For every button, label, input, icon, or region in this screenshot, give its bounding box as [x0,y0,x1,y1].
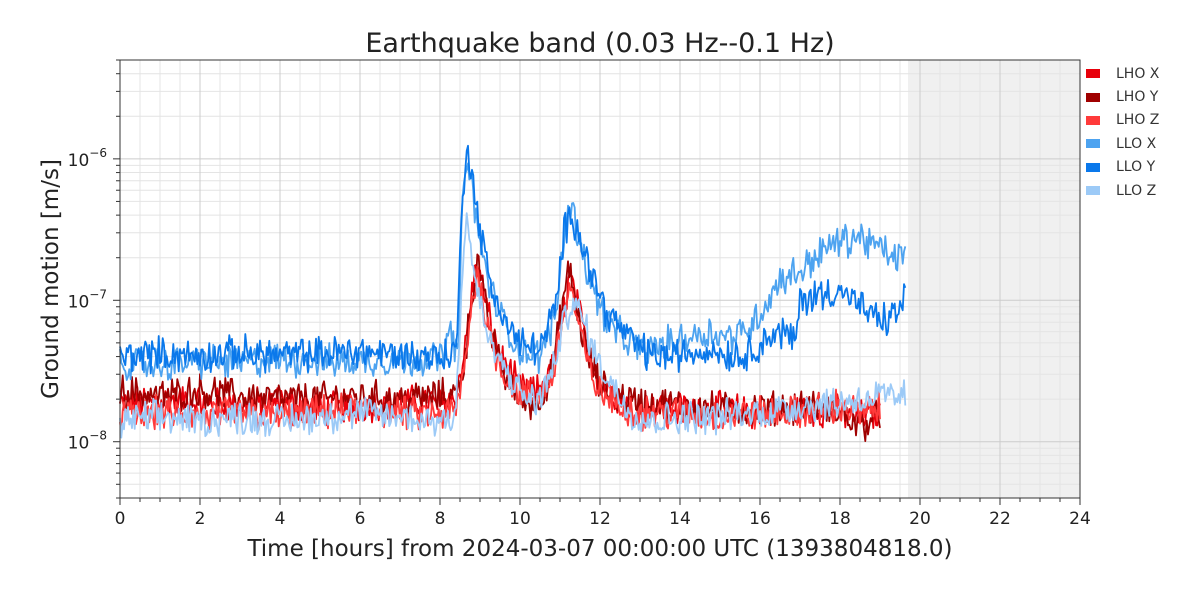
legend-swatch [1086,186,1100,196]
x-tick-label: 10 [509,509,531,529]
y-axis: 10−8 10−7 10−6 [68,59,120,499]
x-tick-label: 20 [909,509,931,529]
x-tick-label: 12 [589,509,611,529]
x-tick-label: 14 [669,509,691,529]
y-tick-label: 10−6 [68,146,107,171]
x-tick-label: 24 [1069,509,1091,529]
y-axis-label: Ground motion [m/s] [38,159,64,399]
legend-item: LLO Z [1086,179,1196,202]
legend-swatch [1086,162,1100,172]
legend-swatch [1086,115,1100,125]
x-tick-label: 6 [355,509,366,529]
chart-title: Earthquake band (0.03 Hz--0.1 Hz) [365,28,834,59]
x-tick-label: 0 [115,509,126,529]
legend-label: LLO Z [1116,182,1157,199]
x-axis-label: Time [hours] from 2024-03-07 00:00:00 UT… [246,536,952,562]
x-tick-label: 2 [195,509,206,529]
legend-label: LLO X [1116,135,1157,152]
x-axis: 0 2 4 6 8 10 12 14 16 18 20 22 24 [115,498,1091,529]
legend-label: LHO X [1116,65,1160,82]
legend-item: LLO Y [1086,156,1196,179]
legend: LHO X LHO Y LHO Z LLO X LLO Y LLO Z [1086,62,1196,202]
series-line-llo-y [119,144,907,375]
legend-swatch [1086,69,1100,79]
legend-item: LHO Z [1086,109,1196,132]
series-line-llo-z [119,212,907,439]
legend-label: LLO Y [1116,159,1156,176]
legend-swatch [1086,92,1100,102]
series-line-llo-x [119,162,907,381]
legend-swatch [1086,139,1100,149]
legend-item: LHO Y [1086,85,1196,108]
x-tick-label: 22 [989,509,1011,529]
y-tick-label: 10−7 [68,287,107,312]
x-tick-label: 4 [275,509,286,529]
legend-item: LHO X [1086,62,1196,85]
y-tick-label: 10−8 [68,429,107,454]
series-layer [119,144,907,442]
legend-label: LHO Y [1116,89,1159,106]
x-tick-label: 8 [435,509,446,529]
legend-label: LHO Z [1116,112,1160,129]
x-tick-label: 16 [749,509,771,529]
future-shaded-region [908,60,1080,498]
x-tick-label: 18 [829,509,851,529]
legend-item: LLO X [1086,132,1196,155]
